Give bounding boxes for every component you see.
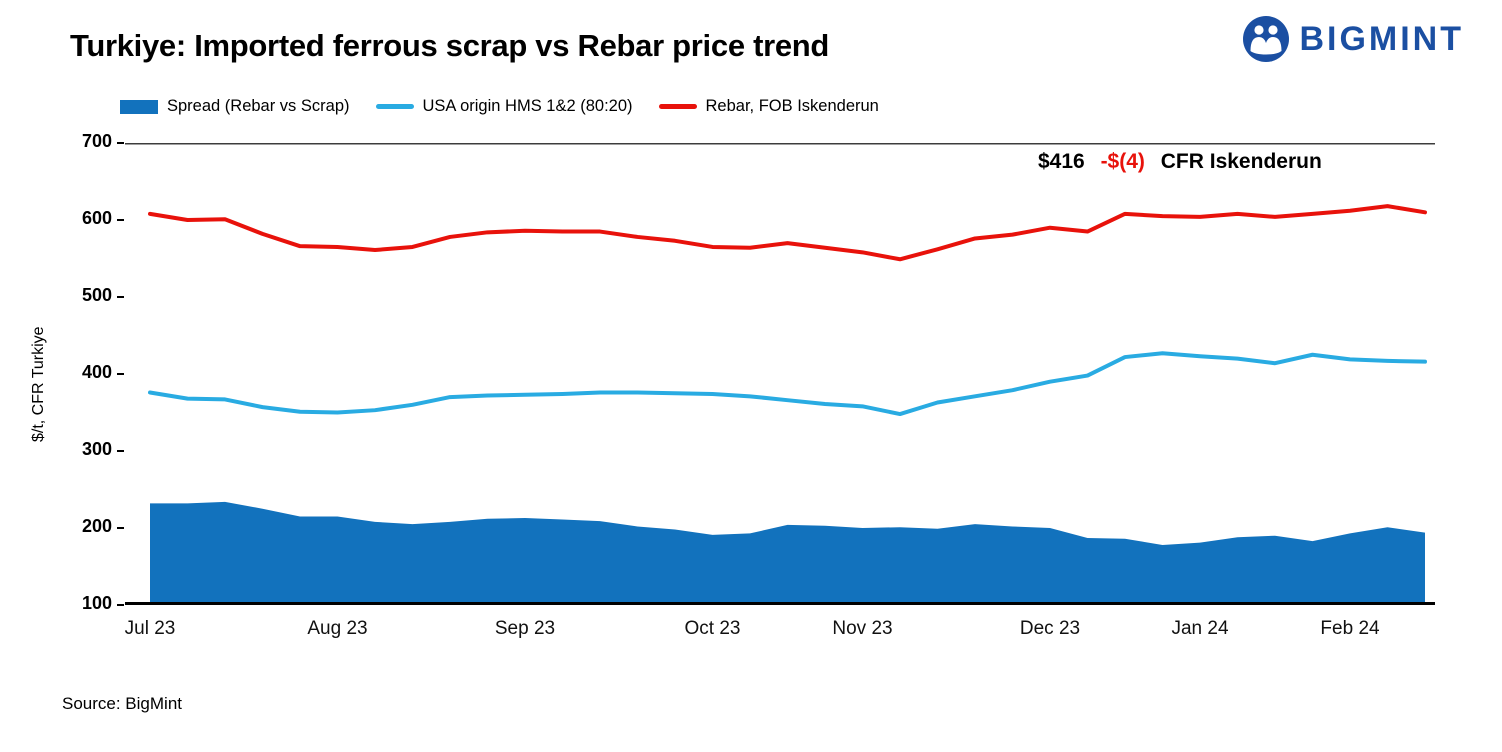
y-tick-mark: [117, 219, 124, 221]
annotation-suffix: CFR Iskenderun: [1160, 150, 1322, 173]
x-tick-label-jan-24: Jan 24: [1171, 618, 1229, 639]
bigmint-logo-text: BIGMINT: [1299, 19, 1464, 58]
y-tick-label-700: 700: [81, 131, 112, 151]
y-tick-mark: [117, 527, 124, 529]
legend-label-spread: Spread (Rebar vs Scrap): [167, 97, 350, 115]
y-tick-label-600: 600: [81, 208, 112, 228]
y-axis-title: $/t, CFR Turkiye: [30, 326, 47, 442]
spread-swatch: [120, 99, 158, 114]
spread-area-series: [150, 501, 1425, 605]
page-title: Turkiye: Imported ferrous scrap vs Rebar…: [70, 28, 830, 63]
scrap-swatch: [375, 104, 414, 109]
x-tick-label-feb-24: Feb 24: [1320, 618, 1380, 639]
x-tick-label-aug-23: Aug 23: [307, 618, 368, 639]
legend-item-scrap: USA origin HMS 1&2 (80:20): [375, 97, 633, 116]
x-tick-label-sep-23: Sep 23: [494, 618, 556, 639]
y-tick-mark: [117, 450, 124, 452]
scrap-line-series: [148, 351, 1427, 417]
annotation-change: -$(4): [1100, 150, 1145, 173]
y-tick-label-200: 200: [81, 516, 112, 536]
bigmint-logo-icon: [1243, 16, 1290, 62]
price-annotation: $416 -$(4) CFR Iskenderun: [1038, 150, 1322, 174]
y-tick-mark: [117, 373, 124, 375]
annotation-price: $416: [1038, 150, 1085, 173]
bigmint-logo: BIGMINT: [1243, 16, 1464, 62]
price-trend-chart: [125, 143, 1435, 605]
y-tick-label-400: 400: [81, 362, 112, 382]
y-tick-label-500: 500: [81, 285, 112, 305]
rebar-line-series: [148, 204, 1427, 262]
legend-label-scrap: USA origin HMS 1&2 (80:20): [422, 97, 633, 115]
legend-item-rebar: Rebar, FOB Iskenderun: [658, 97, 879, 116]
legend-item-spread: Spread (Rebar vs Scrap): [120, 97, 350, 116]
x-tick-label-nov-23: Nov 23: [832, 618, 893, 639]
rebar-swatch: [658, 104, 697, 109]
y-tick-mark: [117, 142, 124, 144]
x-tick-label-oct-23: Oct 23: [684, 618, 741, 639]
x-tick-label-jul-23: Jul 23: [124, 618, 176, 639]
y-tick-mark: [117, 296, 124, 298]
y-tick-label-300: 300: [81, 439, 112, 459]
x-tick-label-dec-23: Dec 23: [1019, 618, 1081, 639]
chart-legend: Spread (Rebar vs Scrap) USA origin HMS 1…: [120, 97, 879, 116]
source-note: Source: BigMint: [62, 694, 182, 713]
y-tick-label-100: 100: [81, 593, 112, 613]
legend-label-rebar: Rebar, FOB Iskenderun: [705, 97, 879, 115]
y-tick-mark: [117, 604, 124, 606]
